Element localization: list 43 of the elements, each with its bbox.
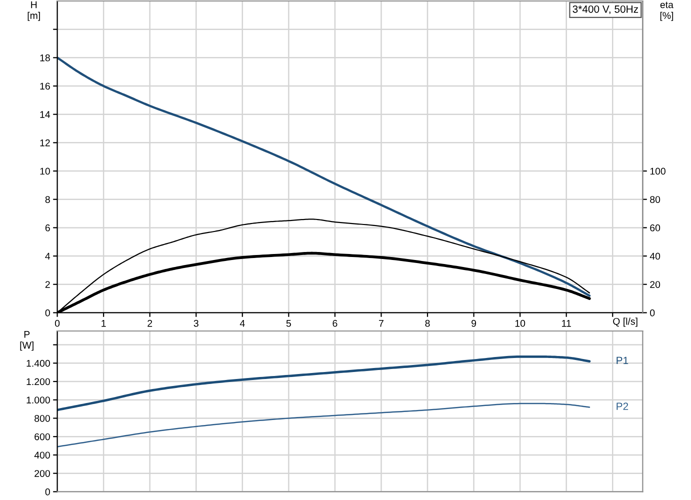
x-tick-label: 1 <box>102 320 106 327</box>
y2-tick-label: 100 <box>650 168 666 175</box>
y2-tick-label: 60 <box>650 224 660 232</box>
x-tick-label: 11 <box>562 320 571 327</box>
x-tick-label: 3 <box>194 320 198 327</box>
y-tick-label: 2 <box>45 281 50 288</box>
y2-tick-label: 80 <box>650 196 660 203</box>
y-tick-label: 10 <box>40 168 50 175</box>
x-tick-label: 7 <box>379 320 384 327</box>
y-axis-title: P [W] <box>20 331 34 351</box>
x-tick-label: 9 <box>472 320 476 327</box>
x-tick-label: 0 <box>54 320 60 327</box>
y-tick-label: 8 <box>45 196 50 203</box>
y-tick-label: 800 <box>34 414 50 422</box>
x-tick-label: 10 <box>515 320 526 327</box>
y-tick-label: 1.000 <box>26 396 50 404</box>
x-tick-label: 2 <box>148 320 152 327</box>
y-tick-label: 18 <box>40 54 50 62</box>
y-tick-label: 14 <box>40 111 50 118</box>
y-axis-title: H [m] <box>28 1 40 21</box>
y2-tick-label: 0 <box>650 309 655 316</box>
y2-tick-label: 20 <box>650 281 660 288</box>
y-tick-label: 400 <box>34 452 50 459</box>
x-tick-label: 6 <box>332 320 338 327</box>
y-tick-label: 200 <box>34 470 50 477</box>
y-tick-label: 12 <box>40 139 50 146</box>
text: P1 <box>616 356 628 364</box>
y-tick-label: 16 <box>40 82 50 90</box>
y-tick-label: 1.400 <box>26 360 50 367</box>
y-tick-label: 600 <box>34 433 50 440</box>
x-tick-label: 4 <box>240 320 245 327</box>
x-tick-label: 5 <box>286 320 291 327</box>
text: P2 <box>616 402 628 410</box>
y2-axis-title: eta [%] <box>660 2 674 21</box>
y-tick-label: 4 <box>45 252 50 260</box>
y-tick-label: 0 <box>45 488 50 496</box>
chart-title: 3*400 V, 50Hz <box>572 5 638 14</box>
y2-tick-label: 40 <box>650 252 660 260</box>
y-tick-label: 0 <box>45 309 50 316</box>
y-tick-label: 1.200 <box>26 378 50 386</box>
y-tick-label: 6 <box>45 224 50 232</box>
x-axis-title: Q [l/s] <box>613 318 638 327</box>
x-tick-label: 8 <box>425 320 430 327</box>
